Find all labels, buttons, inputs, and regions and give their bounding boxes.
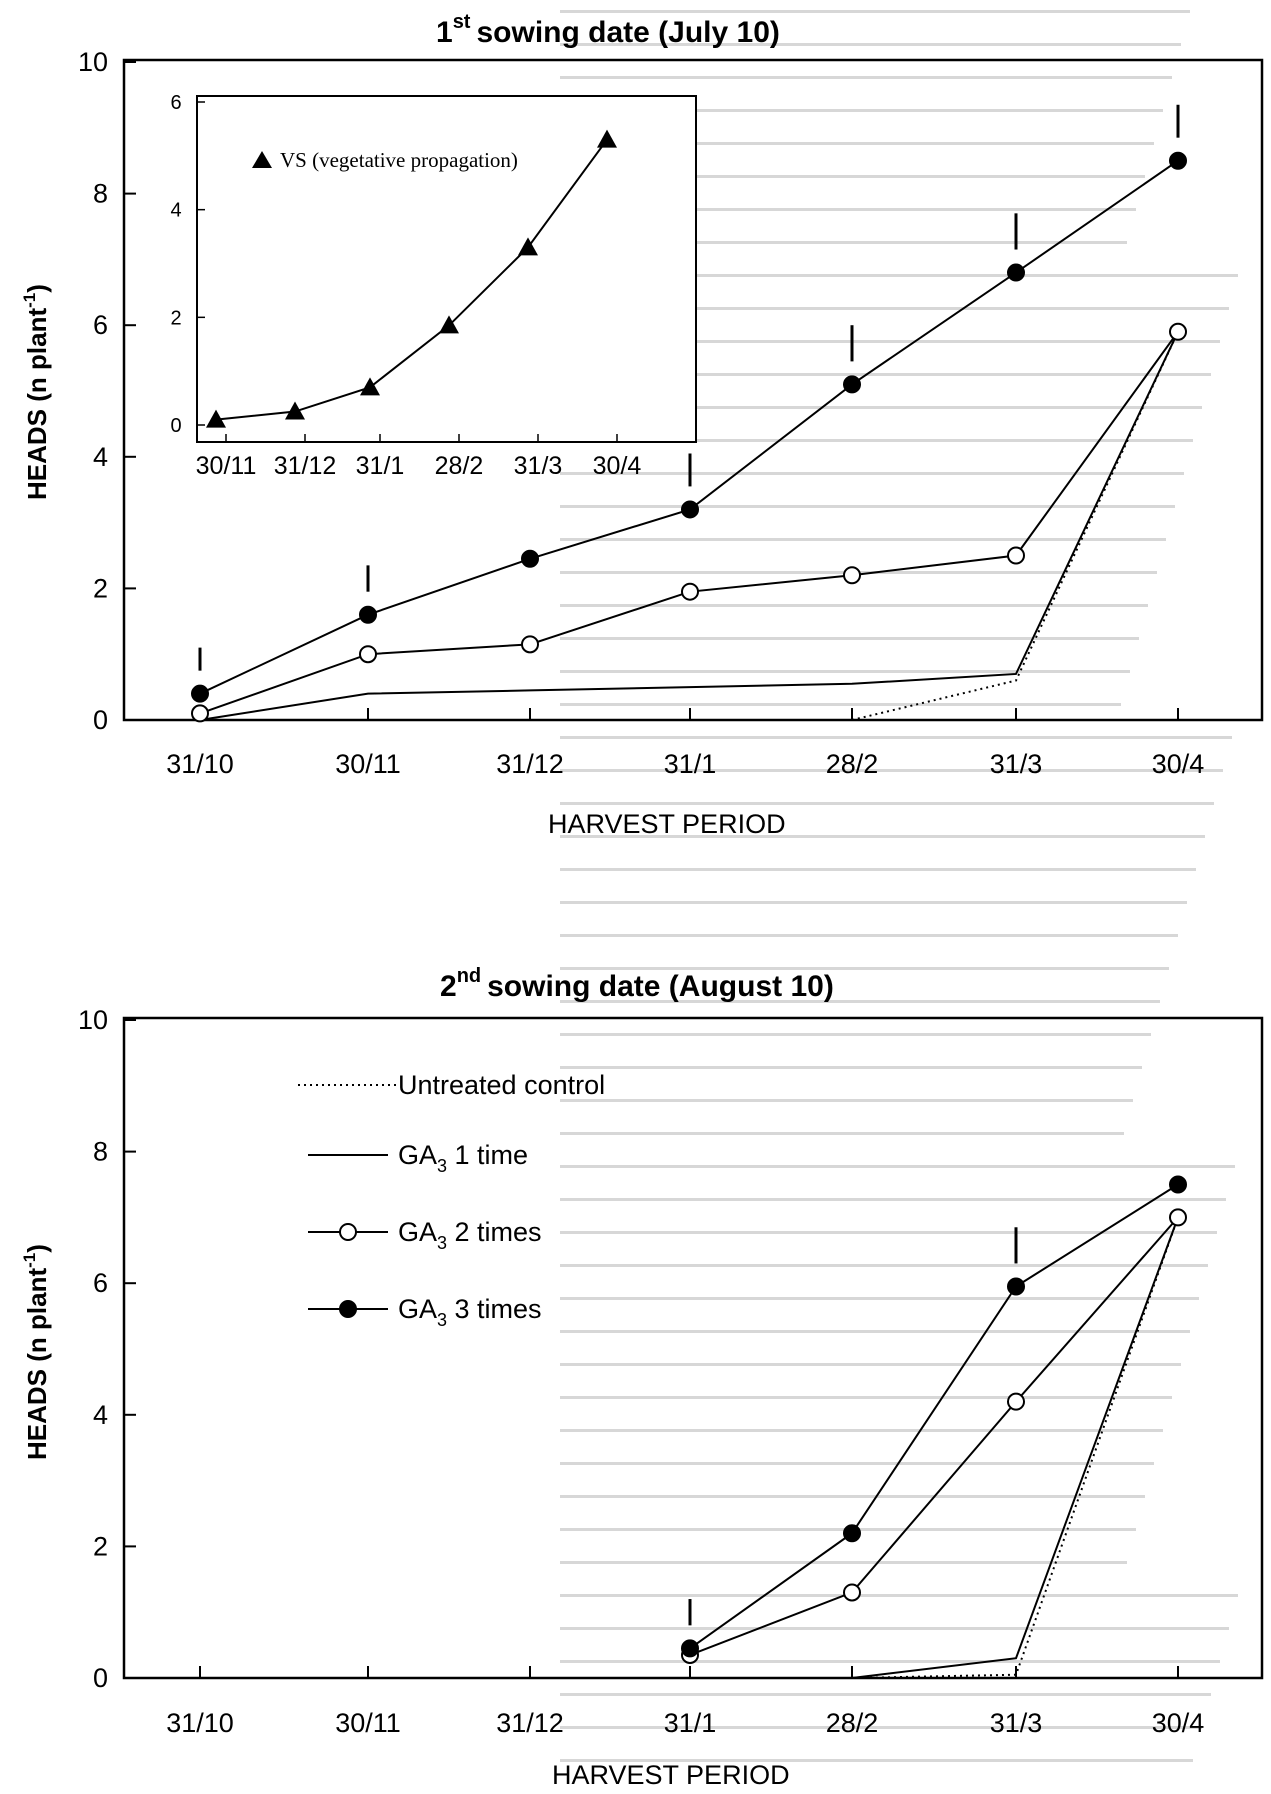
y-tick-label: 4: [93, 442, 108, 472]
x-tick-label: 31/1: [664, 749, 717, 779]
point-open: [359, 645, 377, 664]
inset-y-tick-label: 0: [170, 415, 181, 437]
point-open: [1007, 1392, 1025, 1411]
series-line-solid: [851, 1217, 1179, 1679]
inset-chart: 0 2 4 6 30/11 31/12 31/1 28/2 31/3 30/4 VS (veget…: [170, 92, 697, 480]
inset-y-tick-label: 2: [170, 307, 181, 329]
y-tick-label: 4: [93, 1400, 108, 1430]
inset-x-tick-label: 30/4: [593, 452, 642, 480]
chart-1-title: 1st sowing date (July 10): [436, 11, 780, 49]
series-line-dotted: [851, 331, 1179, 721]
chart-2-y-axis-label: HEADS (n plant-1): [20, 1244, 52, 1460]
inset-legend-label: VS (vegetative propagation): [280, 148, 518, 172]
chart-2-frame: [122, 1016, 1264, 1680]
point-filled: [681, 500, 699, 519]
point-open: [1169, 322, 1187, 341]
inset-x-tick-label: 31/3: [514, 452, 563, 480]
x-tick-label: 31/10: [166, 749, 234, 779]
point-open: [191, 704, 209, 723]
inset-y-tick-label: 6: [170, 92, 181, 114]
chart-1: 1st sowing date (July 10) HEADS (n plant-…: [20, 11, 1264, 839]
y-tick-label: 10: [78, 47, 108, 77]
legend-open-circle-icon: [339, 1223, 357, 1241]
x-tick-label: 31/12: [496, 1708, 564, 1738]
legend-untreated-label: Untreated control: [398, 1070, 605, 1100]
point-open: [843, 566, 861, 585]
x-tick-label: 31/1: [664, 1708, 717, 1738]
inset-point-triangle: [518, 237, 538, 256]
series-line-solid-open-circle: [689, 1216, 1179, 1656]
chart-2-ticks: 0 2 4 6 8 10 31/10 30/11 31/12 31/1 28/2 31/3 30/4: [78, 1005, 1204, 1738]
inset-point-triangle: [439, 315, 459, 334]
legend-ga3-label: GA3 3 times: [398, 1294, 542, 1330]
inset-x-tick-label: 30/11: [196, 452, 257, 480]
point-open: [843, 1583, 861, 1602]
point-filled: [843, 1524, 861, 1543]
point-filled: [681, 1639, 699, 1658]
x-tick-label: 30/11: [335, 749, 401, 779]
legend-ga2-label: GA3 2 times: [398, 1217, 542, 1253]
point-open: [1007, 546, 1025, 565]
x-tick-label: 30/4: [1152, 749, 1205, 779]
chart-2-plot: [681, 1175, 1187, 1679]
point-filled: [1169, 151, 1187, 170]
point-open: [681, 582, 699, 601]
inset-y-tick-label: 4: [170, 200, 181, 222]
chart-1-y-axis-label: HEADS (n plant-1): [20, 284, 52, 500]
inset-point-triangle: [285, 401, 305, 420]
x-tick-label: 28/2: [826, 749, 879, 779]
chart-1-x-axis-label: HARVEST PERIOD: [548, 809, 786, 839]
point-filled: [843, 375, 861, 394]
chart-2: 2nd sowing date (August 10) HEADS (n plan…: [20, 965, 1264, 1790]
series-line-solid-filled-circle: [689, 1183, 1179, 1650]
inset-ticks: 0 2 4 6 30/11 31/12 31/1 28/2 31/3 30/4: [170, 92, 641, 480]
point-filled: [1007, 1277, 1025, 1296]
inset-point-triangle: [206, 409, 226, 428]
y-tick-label: 6: [93, 310, 108, 340]
inset-legend-triangle-icon: [252, 151, 272, 168]
inset-frame: [196, 95, 697, 443]
point-filled: [191, 684, 209, 703]
inset-x-tick-label: 31/1: [356, 452, 405, 480]
x-tick-label: 30/11: [335, 1708, 401, 1738]
y-tick-label: 0: [93, 705, 108, 735]
series-line-dotted: [851, 1217, 1179, 1679]
inset-plot: [206, 129, 617, 428]
x-tick-label: 28/2: [826, 1708, 879, 1738]
chart-1-frame: [122, 58, 1264, 722]
inset-point-triangle: [597, 129, 617, 148]
y-tick-label: 2: [93, 573, 108, 603]
y-tick-label: 8: [93, 179, 108, 209]
x-tick-label: 30/4: [1152, 1708, 1205, 1738]
legend-ga1-label: GA3 1 time: [398, 1140, 528, 1176]
legend: Untreated control GA3 1 time GA3 2 times…: [298, 1070, 605, 1330]
x-tick-label: 31/12: [496, 749, 564, 779]
y-tick-label: 2: [93, 1531, 108, 1561]
point-filled: [1007, 263, 1025, 282]
chart-2-x-axis-label: HARVEST PERIOD: [552, 1760, 790, 1790]
inset-x-tick-label: 31/12: [274, 452, 337, 480]
point-open: [1169, 1208, 1187, 1227]
y-tick-label: 6: [93, 1268, 108, 1298]
x-tick-label: 31/3: [990, 1708, 1043, 1738]
inset-series-line: [215, 139, 608, 421]
inset-point-triangle: [360, 377, 380, 396]
point-filled: [359, 605, 377, 624]
y-tick-label: 0: [93, 1663, 108, 1693]
point-filled: [1169, 1175, 1187, 1194]
series-line-solid: [199, 331, 1179, 721]
chart-1-plot: [191, 104, 1187, 723]
chart-2-title: 2nd sowing date (August 10): [440, 965, 834, 1003]
y-tick-label: 8: [93, 1137, 108, 1167]
legend-filled-circle-icon: [339, 1300, 357, 1318]
x-tick-label: 31/3: [990, 749, 1043, 779]
inset-x-tick-label: 28/2: [435, 452, 484, 480]
point-filled: [521, 549, 539, 568]
point-open: [521, 635, 539, 654]
x-tick-label: 31/10: [166, 1708, 234, 1738]
y-tick-label: 10: [78, 1005, 108, 1035]
